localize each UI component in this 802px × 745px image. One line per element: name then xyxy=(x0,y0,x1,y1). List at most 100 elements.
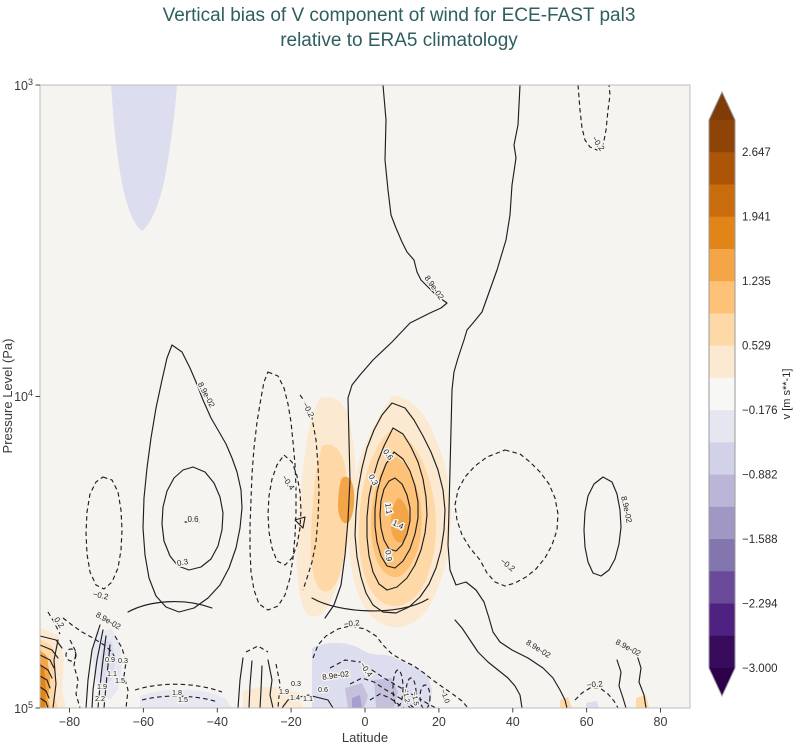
colorbar-segment xyxy=(709,474,735,508)
x-axis: −80 −60 −40 −20 0 20 40 60 80 Latitude xyxy=(59,708,667,745)
colorbar-segment xyxy=(709,313,735,347)
y-axis-label: Pressure Level (Pa) xyxy=(0,339,15,454)
contour-line xyxy=(127,601,213,613)
colorbar-extend-over xyxy=(709,92,735,120)
contour-line xyxy=(39,635,63,649)
contour-label: −1.2 xyxy=(401,688,412,704)
contour-line xyxy=(39,654,55,669)
y-tick-label: 105 xyxy=(14,700,33,716)
colorbar-segment xyxy=(709,184,735,218)
contour-line xyxy=(616,659,627,709)
filled-region-positive-spot-a xyxy=(338,476,355,524)
contour-label: −0.2 xyxy=(343,618,360,629)
x-tick-label: −20 xyxy=(280,715,301,729)
colorbar-segment xyxy=(709,152,735,186)
filled-region-surface-lavender-mid4 xyxy=(352,695,362,708)
contour-line-dashed xyxy=(577,84,611,151)
contour-line-dashed xyxy=(134,683,223,693)
filled-region-surface-orange-4 xyxy=(40,662,46,708)
colorbar-tick-label: 1.941 xyxy=(742,212,771,224)
filled-region-surface-lavender-strip xyxy=(140,689,232,708)
contour-line-dashed xyxy=(419,684,431,710)
contour-line xyxy=(237,657,244,709)
colorbar-segment xyxy=(709,571,735,605)
colorbar-axis-label: v [m s**-1] xyxy=(781,369,793,420)
contour-line-dashed xyxy=(392,669,404,707)
contour-label: 1.9 xyxy=(279,687,289,696)
contour-label: 0.3 xyxy=(118,656,128,665)
contour-line-dashed xyxy=(329,659,437,709)
contour-line xyxy=(97,635,107,709)
contour-line xyxy=(454,619,523,709)
colorbar-tick-label: 1.235 xyxy=(742,276,771,288)
contour-line xyxy=(281,694,334,709)
contour-line xyxy=(248,660,253,709)
y-tick-label: 103 xyxy=(14,77,33,93)
x-tick-label: 40 xyxy=(506,715,520,729)
colorbar-segment xyxy=(709,539,735,572)
contour-line xyxy=(85,624,101,709)
contour-line xyxy=(52,639,59,709)
filled-region-positive-spot-b xyxy=(390,498,410,543)
colorbar-segment xyxy=(709,635,735,668)
contour-line-dashed xyxy=(349,677,415,709)
colorbar-segment xyxy=(709,442,735,476)
contour-label: 2.2 xyxy=(95,694,105,703)
contour-line xyxy=(354,402,446,614)
contour-line xyxy=(324,84,448,619)
contour-line-dashed xyxy=(69,639,81,709)
contour-line xyxy=(379,477,411,552)
contour-label: 0.3 xyxy=(176,557,189,568)
y-axis: 103 104 105 Pressure Level (Pa) xyxy=(0,77,40,716)
colorbar-segment xyxy=(709,377,735,411)
contour-label: 1.5 xyxy=(115,676,125,685)
x-axis-label: Latitude xyxy=(342,730,388,745)
contour-lines-solid xyxy=(39,84,647,709)
contour-label: 1.9 xyxy=(97,682,107,691)
contour-line xyxy=(103,644,111,709)
figure-title-line1: Vertical bias of V component of wind for… xyxy=(163,5,636,26)
filled-region-surface-lavender-mid2 xyxy=(345,683,368,708)
contour-label: −1.5 xyxy=(410,691,421,707)
contour-line-dashed xyxy=(299,394,320,591)
contour-line xyxy=(161,466,224,571)
contour-line-dashed xyxy=(114,635,129,709)
contour-line xyxy=(366,427,428,591)
contour-line xyxy=(583,476,622,577)
filled-region-surface-orange-small xyxy=(243,686,302,708)
contour-line xyxy=(91,629,104,709)
contour-label: 0.9 xyxy=(383,550,394,563)
contour-label: 0.9 xyxy=(105,655,115,664)
colorbar: 2.647 1.941 1.235 0.529 −0.176 −0.882 −1… xyxy=(708,90,793,698)
colorbar-segment xyxy=(709,248,735,282)
colorbar-tick-label: −0.176 xyxy=(742,405,778,417)
contour-label: 1.8 xyxy=(172,688,182,697)
filled-region-positive-mid-left xyxy=(310,444,349,592)
contour-label: 1.1 xyxy=(107,669,117,678)
contour-line xyxy=(39,644,59,659)
colorbar-extend-under xyxy=(709,668,735,696)
figure-title-line2: relative to ERA5 climatology xyxy=(280,30,518,51)
x-tick-label: 20 xyxy=(432,715,446,729)
filled-region-surface-lavender-tiny xyxy=(586,701,599,708)
contour-line-dashed xyxy=(245,645,269,653)
colorbar-segment xyxy=(709,345,735,379)
contour-line xyxy=(636,654,647,709)
contour-line xyxy=(142,344,243,613)
colorbar-tick-label: 0.529 xyxy=(742,341,771,353)
x-tick-label: −80 xyxy=(59,715,80,729)
contour-line-dashed xyxy=(47,611,61,635)
x-tick-label: 60 xyxy=(580,715,594,729)
colorbar-segment xyxy=(709,281,735,314)
contour-line xyxy=(311,597,429,612)
contour-label: 0.6 xyxy=(318,685,328,694)
colorbar-outline xyxy=(708,90,736,698)
colorbar-tick-label: 2.647 xyxy=(742,147,771,159)
contour-line-dashed xyxy=(267,454,302,566)
contour-line xyxy=(259,665,263,709)
y-tick-label: 104 xyxy=(14,388,33,404)
contour-line xyxy=(39,664,53,679)
contour-line xyxy=(39,675,51,689)
contour-line-dashed xyxy=(454,449,559,587)
